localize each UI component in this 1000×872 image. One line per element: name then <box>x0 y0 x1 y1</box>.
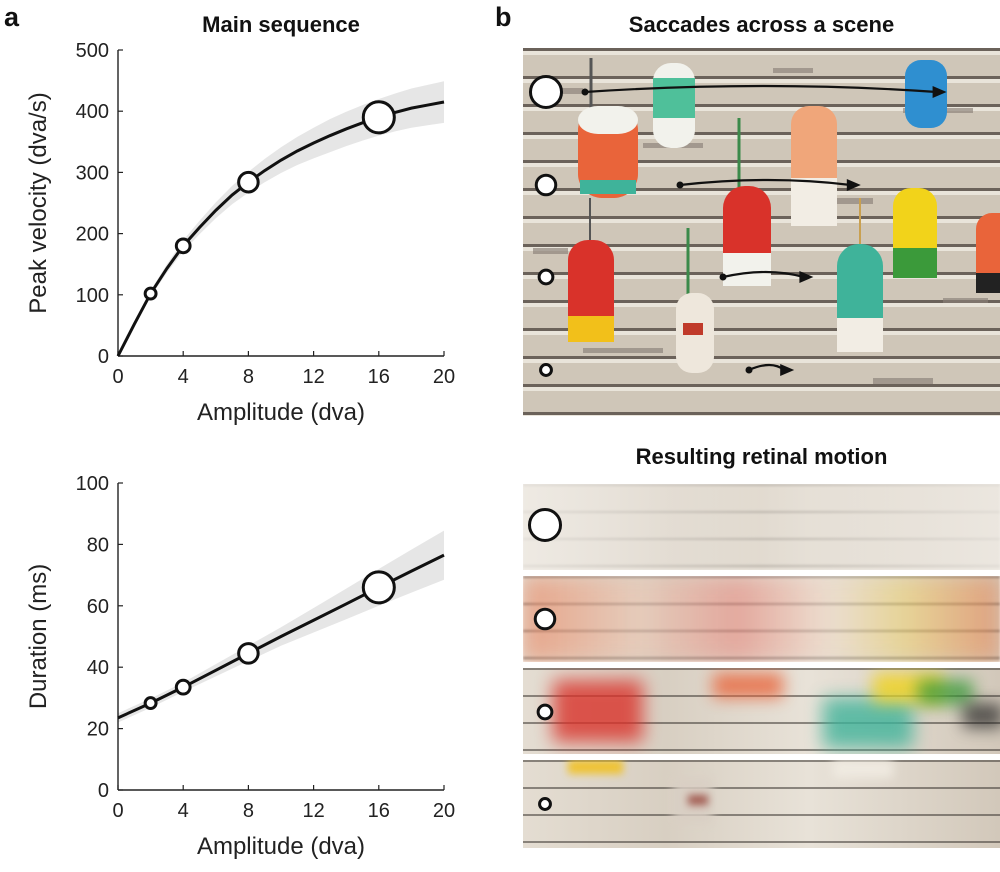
strip-blur-overlay <box>523 484 1000 570</box>
data-point <box>361 570 396 605</box>
smear-red <box>553 680 643 742</box>
smear-teal <box>823 698 913 748</box>
retinal-strip-8 <box>523 576 1000 662</box>
y-tick-label: 60 <box>87 596 109 618</box>
y-tick-label: 80 <box>87 534 109 556</box>
chart-1: 0 4 8 12 16 20 0 20 40 60 80 100 Amplitude (dva) Dura… <box>25 473 455 860</box>
strip-amplitude-markers <box>527 507 563 811</box>
saccade-arrowhead <box>780 364 795 376</box>
buoy-peach <box>791 106 837 226</box>
saccade-arrowhead <box>932 86 947 98</box>
data-point <box>174 237 192 255</box>
smear-white-top <box>833 760 893 778</box>
buoy-white-green <box>653 63 695 148</box>
y-tick-label: 100 <box>76 473 109 495</box>
y-tick-label: 0 <box>98 780 109 802</box>
smear-yellow <box>568 760 623 774</box>
scene-drawing <box>523 48 1000 416</box>
strip-color-smear <box>523 576 1000 662</box>
retinal-strip-2 <box>523 760 1000 848</box>
scene-title: Saccades across a scene <box>628 12 895 37</box>
smear-dark <box>963 703 1000 728</box>
data-point <box>237 170 260 194</box>
x-tick-label: 4 <box>178 366 189 388</box>
x-axis-label: Amplitude (dva) <box>197 833 365 860</box>
y-tick-label: 0 <box>98 346 109 368</box>
confidence-band <box>118 81 444 356</box>
strip-amplitude-marker <box>538 797 552 811</box>
buoy-teal <box>837 198 883 352</box>
amplitude-marker <box>537 268 555 286</box>
chart-title-main-sequence: Main sequence <box>202 12 360 37</box>
y-axis-label: Peak velocity (dva/s) <box>25 92 52 313</box>
amplitude-marker <box>534 173 558 197</box>
x-tick-label: 20 <box>433 800 455 822</box>
buoy-white-small <box>676 228 714 373</box>
y-tick-label: 200 <box>76 224 109 246</box>
y-axis-label: Duration (ms) <box>25 564 52 709</box>
saccade-arrowhead <box>846 179 861 191</box>
retinal-strip-16 <box>523 484 1000 570</box>
data-point <box>143 286 158 301</box>
buoy-blue <box>905 60 947 128</box>
x-tick-label: 16 <box>368 800 390 822</box>
saccade-arrowhead <box>799 271 814 283</box>
data-point <box>237 642 260 665</box>
retinal-motion-title: Resulting retinal motion <box>635 444 888 469</box>
confidence-band <box>118 530 444 723</box>
amplitude-marker <box>539 363 553 377</box>
saccade-arrows <box>581 84 947 376</box>
data-point <box>174 678 192 696</box>
strip-amplitude-marker <box>527 507 563 543</box>
scene-amplitude-markers <box>528 74 564 377</box>
fit-curve <box>116 100 445 357</box>
buoy-orange-edge <box>976 213 1000 293</box>
panel-letter-a: a <box>4 2 20 32</box>
x-tick-label: 20 <box>433 366 455 388</box>
panel-letter-b: b <box>495 2 512 32</box>
scene-photo <box>523 48 1000 416</box>
x-tick-label: 0 <box>112 800 123 822</box>
smear-green <box>918 680 973 705</box>
x-tick-label: 4 <box>178 800 189 822</box>
strip-planks <box>523 760 1000 848</box>
buoy-yellow-green <box>893 188 937 278</box>
saccade-path <box>584 84 937 94</box>
x-tick-label: 8 <box>243 366 254 388</box>
strip-amplitude-marker <box>536 703 554 721</box>
x-axis-label: Amplitude (dva) <box>197 399 365 426</box>
y-tick-label: 40 <box>87 657 109 679</box>
strip-amplitude-marker <box>533 607 557 631</box>
y-tick-label: 400 <box>76 101 109 123</box>
smear-darkred <box>688 795 708 805</box>
data-point <box>361 100 396 135</box>
y-tick-label: 100 <box>76 285 109 307</box>
y-tick-label: 300 <box>76 162 109 184</box>
x-tick-label: 0 <box>112 366 123 388</box>
retinal-strip-4 <box>523 668 1000 754</box>
buoy-orange <box>578 58 638 198</box>
x-tick-label: 12 <box>302 366 324 388</box>
data-point <box>143 696 158 711</box>
x-tick-label: 16 <box>368 366 390 388</box>
x-tick-label: 8 <box>243 800 254 822</box>
x-tick-label: 12 <box>302 800 324 822</box>
saccade-path <box>722 270 804 279</box>
y-tick-label: 20 <box>87 719 109 741</box>
buoy-red-yellow <box>568 198 614 342</box>
amplitude-marker <box>528 74 564 110</box>
saccade-path <box>679 178 851 187</box>
strip-markers-svg <box>527 507 563 811</box>
buoy-red-white <box>723 118 771 286</box>
y-tick-label: 500 <box>76 40 109 62</box>
smear-orange <box>713 673 783 698</box>
